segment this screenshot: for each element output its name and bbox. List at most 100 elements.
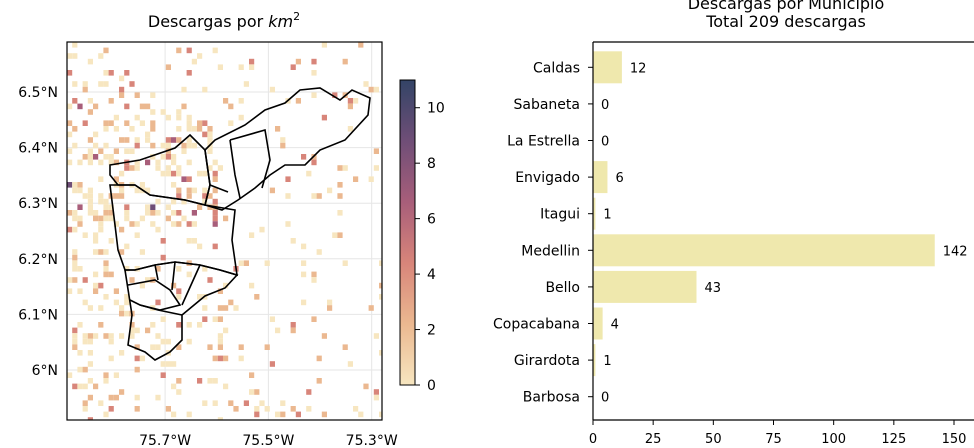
heatmap-cell <box>103 372 109 378</box>
heatmap-cell <box>358 411 364 418</box>
bar-category-label: Barbosa <box>523 390 580 406</box>
bar-category-label: Caldas <box>533 60 580 76</box>
heatmap-cell <box>72 260 78 266</box>
heatmap-cell <box>119 75 125 82</box>
heatmap-cell <box>347 361 353 367</box>
bar-x-tick-label: 150 <box>942 432 967 447</box>
heatmap-cell <box>77 215 83 222</box>
heatmap-cell <box>181 176 187 182</box>
heatmap-cell <box>67 148 73 154</box>
heatmap-cell <box>311 271 317 278</box>
heatmap-cell <box>82 333 88 339</box>
heatmap-cell <box>186 137 192 143</box>
bar-category-label: Copacabana <box>493 317 580 333</box>
heatmap-cell <box>311 70 317 76</box>
heatmap-cell <box>87 210 93 216</box>
heatmap-cell <box>176 221 182 227</box>
heatmap-cell <box>103 210 109 216</box>
heatmap-cell <box>124 120 130 126</box>
heatmap-cell <box>280 411 286 418</box>
heatmap-cell <box>285 193 291 199</box>
heatmap-cell <box>145 327 151 334</box>
heatmap-cell <box>82 366 88 373</box>
heatmap-cell <box>181 86 187 93</box>
heatmap-cell <box>124 103 130 110</box>
heatmap-cell <box>301 271 307 278</box>
heatmap-cell <box>119 350 125 356</box>
heatmap-cell <box>186 271 192 278</box>
heatmap-cell <box>134 92 140 98</box>
map-y-tick-label: 6.5°N <box>18 85 58 101</box>
heatmap-cell <box>108 394 114 401</box>
heatmap-cell <box>301 299 307 306</box>
heatmap-cell <box>134 232 140 238</box>
heatmap-cell <box>223 355 229 362</box>
heatmap-cell <box>316 249 322 255</box>
heatmap-cell <box>176 170 182 177</box>
heatmap-cell <box>353 176 359 182</box>
heatmap-cell <box>171 159 177 166</box>
heatmap-cell <box>217 355 223 362</box>
bar <box>593 344 596 377</box>
heatmap-cell <box>197 322 203 328</box>
heatmap-cell <box>67 277 73 283</box>
heatmap-cell <box>160 170 166 177</box>
heatmap-cell <box>113 221 119 227</box>
heatmap-cell <box>87 154 93 160</box>
heatmap-cell <box>368 86 374 93</box>
heatmap-cell <box>171 182 177 188</box>
heatmap-cell <box>139 215 145 222</box>
heatmap-cell <box>181 103 187 110</box>
bar-value-label: 1 <box>603 208 611 223</box>
heatmap-cell <box>119 92 125 98</box>
heatmap-cell <box>275 126 281 132</box>
colorbar-ticks: 0 2 4 6 8 10 <box>415 101 445 394</box>
border-inner-east-1 <box>229 128 271 189</box>
heatmap-cell <box>202 131 208 138</box>
heatmap-cell <box>103 378 109 384</box>
heatmap-cell <box>202 266 208 272</box>
heatmap-cell <box>223 215 229 222</box>
colorbar-tick-label: 8 <box>427 156 436 172</box>
heatmap-cell <box>72 81 78 87</box>
heatmap-cell <box>67 372 73 378</box>
heatmap-cell <box>243 81 249 87</box>
heatmap-cell <box>93 288 99 294</box>
heatmap-cell <box>181 142 187 149</box>
heatmap-cell <box>67 226 73 233</box>
heatmap-cell <box>181 198 187 205</box>
heatmap-cell <box>186 176 192 182</box>
heatmap-cell <box>134 159 140 166</box>
heatmap-cell <box>87 204 93 210</box>
heatmap-cell <box>191 126 197 132</box>
bar-category-label: Bello <box>545 280 580 296</box>
heatmap-cell <box>301 260 307 266</box>
bar <box>593 197 596 230</box>
heatmap-cell <box>72 249 78 255</box>
heatmap-cell <box>98 305 104 311</box>
heatmap-cell <box>145 103 151 110</box>
heatmap-cell <box>207 137 213 143</box>
bar-value-label: 0 <box>601 135 609 150</box>
heatmap-cell <box>98 226 104 233</box>
heatmap-cell <box>171 198 177 205</box>
heatmap-cell <box>87 378 93 384</box>
heatmap-cell <box>77 204 83 210</box>
heatmap-cell <box>212 243 218 250</box>
heatmap-cell <box>134 366 140 373</box>
heatmap-cell <box>72 53 78 59</box>
heatmap-cell <box>108 210 114 216</box>
heatmap-cell <box>249 232 255 238</box>
heatmap-cell <box>124 165 130 171</box>
bar <box>593 51 622 84</box>
bar-x-tick-label: 75 <box>765 432 782 447</box>
bar-x-tick-label: 100 <box>821 432 846 447</box>
heatmap-cell <box>285 221 291 227</box>
heatmap-cell <box>212 170 218 177</box>
heatmap-cell <box>82 81 88 87</box>
heatmap-cell <box>119 333 125 339</box>
heatmap-cell <box>103 70 109 76</box>
heatmap-cell <box>150 221 156 227</box>
colorbar-tick-label: 0 <box>427 378 436 394</box>
heatmap-cell <box>113 394 119 401</box>
